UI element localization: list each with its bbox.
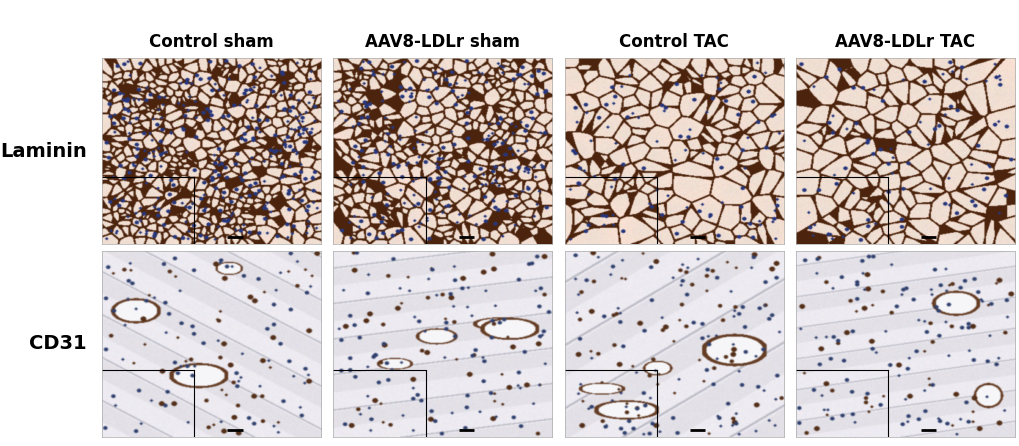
Text: Control sham: Control sham [149,33,274,51]
Text: AAV8-LDLr sham: AAV8-LDLr sham [365,33,520,51]
Text: Laminin: Laminin [0,141,87,161]
Text: Control TAC: Control TAC [619,33,729,51]
Text: CD31: CD31 [30,334,87,354]
Text: AAV8-LDLr TAC: AAV8-LDLr TAC [835,33,974,51]
